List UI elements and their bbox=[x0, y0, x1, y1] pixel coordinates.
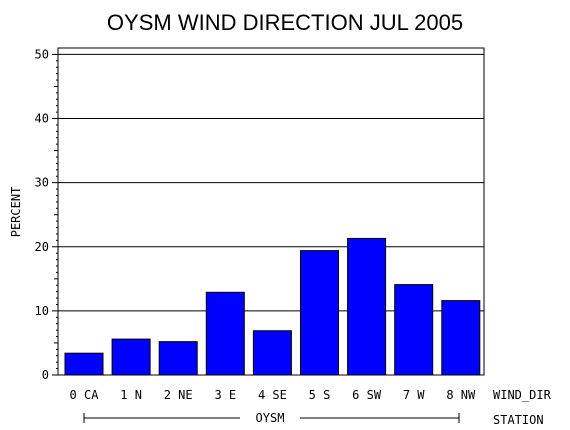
bars bbox=[64, 237, 481, 376]
plot-frame bbox=[57, 47, 485, 376]
x-tick-label: 8 NW bbox=[446, 388, 476, 402]
station-bracket: OYSM bbox=[83, 411, 460, 425]
x-axis-label: WIND_DIR bbox=[493, 388, 552, 402]
bar bbox=[252, 330, 292, 376]
bar bbox=[205, 291, 245, 376]
y-tick-label: 20 bbox=[35, 240, 49, 254]
y-axis-label: PERCENT bbox=[9, 187, 23, 238]
x-tick-label: 3 E bbox=[214, 388, 236, 402]
bar bbox=[111, 338, 151, 376]
y-tick-label: 30 bbox=[35, 176, 49, 190]
y-tick-label: 40 bbox=[35, 112, 49, 126]
station-label: OYSM bbox=[256, 411, 285, 425]
x-axis: 0 CA 1 N 2 NE 3 E 4 SE 5 S 6 SW 7 W 8 NW bbox=[70, 388, 476, 402]
x-tick-label: 6 SW bbox=[352, 388, 382, 402]
y-tick-label: 0 bbox=[42, 368, 49, 382]
grid-lines bbox=[58, 53, 484, 312]
x-tick-label: 5 S bbox=[309, 388, 331, 402]
bar bbox=[300, 250, 339, 376]
bar bbox=[394, 284, 434, 376]
y-tick-label: 50 bbox=[35, 47, 49, 61]
bar bbox=[441, 300, 481, 376]
x-tick-label: 0 CA bbox=[70, 388, 100, 402]
bar bbox=[347, 237, 387, 376]
x-tick-label: 2 NE bbox=[164, 388, 193, 402]
bar bbox=[64, 352, 104, 376]
y-axis: 0 10 20 30 40 50 bbox=[35, 47, 58, 382]
x-tick-label: 1 N bbox=[120, 388, 142, 402]
x-tick-label: 4 SE bbox=[258, 388, 287, 402]
station-axis-label: STATION bbox=[493, 413, 544, 427]
bar bbox=[158, 341, 198, 376]
y-tick-label: 10 bbox=[35, 304, 49, 318]
x-tick-label: 7 W bbox=[403, 388, 425, 402]
chart-title: OYSM WIND DIRECTION JUL 2005 bbox=[107, 10, 463, 35]
